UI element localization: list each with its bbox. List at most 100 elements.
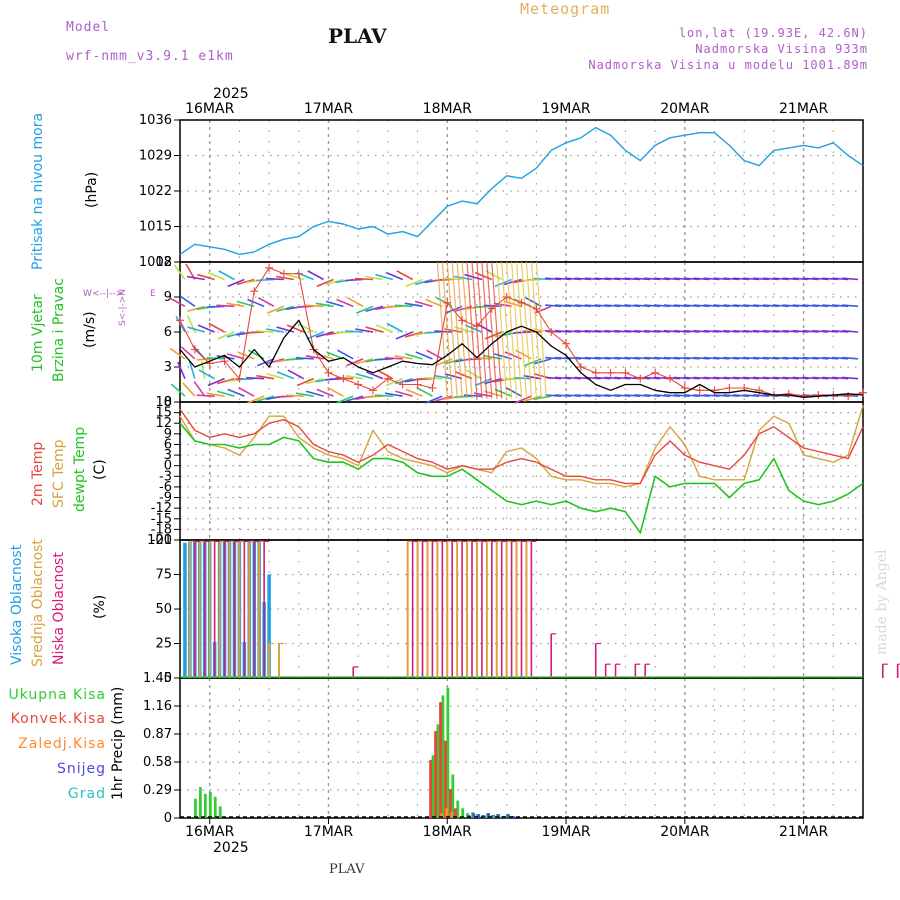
wind-arrow	[434, 395, 453, 402]
wind-arrow	[465, 369, 483, 380]
high-cloud-bar	[267, 574, 271, 678]
wind-arrow	[335, 331, 354, 334]
y-tick-label: -12	[151, 501, 172, 516]
wind-arrow	[238, 386, 255, 397]
wind-arrow	[493, 302, 512, 308]
wind-arrow	[355, 328, 374, 333]
year-bottom: 2025	[213, 840, 249, 856]
wind-arrow	[474, 377, 493, 387]
wind-arrow	[236, 278, 255, 286]
wind-arrow	[385, 377, 404, 387]
y-tick-label: 0.58	[143, 755, 172, 770]
y-tick-label: 1.45	[143, 671, 172, 686]
wind-arrow	[842, 329, 859, 333]
wind-arrow	[491, 261, 503, 399]
wind-arrow	[486, 261, 498, 399]
wind-arrow	[246, 376, 265, 380]
wind-arrow	[187, 326, 205, 333]
wind-arrow	[287, 369, 305, 380]
compass-arrow: <--|-->	[92, 289, 124, 299]
wind-arrow	[425, 395, 443, 404]
wind-arrow	[186, 275, 205, 281]
wind-arrow	[515, 261, 528, 399]
lonlat-info: lon,lat (19.93E, 42.6N)	[678, 26, 868, 40]
wind-arrow	[316, 388, 334, 397]
wind-arrow	[374, 358, 393, 361]
y-tick-label: 12	[155, 416, 172, 431]
y-tick-label: 1022	[139, 184, 172, 199]
gust-marker	[369, 386, 378, 395]
wind-arrow	[345, 330, 364, 333]
date-label-bottom: 17MAR	[304, 824, 353, 840]
y-tick-label: 15	[155, 406, 172, 421]
wind-arrow	[505, 386, 522, 397]
wind-arrow	[356, 305, 374, 314]
wind-arrow	[217, 331, 235, 340]
y-tick-label: 1008	[139, 255, 172, 270]
wind-arrow	[405, 388, 423, 397]
gust-marker	[680, 384, 689, 392]
wind-arrow	[227, 388, 245, 397]
conv-precip-bar	[429, 760, 433, 818]
gust-marker	[265, 263, 274, 272]
wind-arrow	[473, 305, 492, 309]
wind-arrow	[533, 358, 552, 365]
wind-arrow	[295, 357, 314, 360]
model-label: Model	[66, 20, 111, 35]
wind-arrow	[481, 261, 493, 399]
conv-precip-bar	[449, 789, 452, 818]
wind-arrow	[336, 298, 354, 308]
wind-arrow	[266, 358, 285, 365]
wind-arrow	[374, 394, 393, 397]
wind-arrow	[405, 278, 423, 288]
gust-marker	[517, 298, 526, 307]
gust-marker	[502, 293, 511, 301]
legend-frz-rain: Zaledj.Kisa	[18, 736, 106, 752]
y-tick-label: 0	[164, 671, 172, 686]
wind-arrow	[365, 305, 384, 313]
total-precip-bar	[436, 724, 440, 818]
wind-arrow	[216, 355, 235, 360]
wind-arrow	[523, 374, 542, 380]
gust-marker	[176, 316, 184, 325]
y-tick-label: 1.16	[143, 699, 172, 714]
wind-arrow	[446, 261, 458, 399]
wind-arrow	[461, 261, 473, 399]
wind-arrow	[424, 331, 443, 334]
wind-arrow	[416, 386, 433, 397]
wind-arrow	[306, 331, 324, 340]
date-label-top: 20MAR	[660, 101, 709, 117]
gust-marker	[250, 287, 259, 296]
wind-arrow	[455, 371, 473, 380]
gust-marker	[799, 392, 808, 401]
pressure-line	[179, 126, 864, 256]
wind-arrow	[256, 395, 275, 402]
gust-marker	[383, 374, 392, 383]
wind-arrow	[520, 261, 533, 399]
snow-bar	[507, 814, 510, 818]
gust-marker	[725, 384, 734, 392]
wind-arrow	[384, 392, 403, 397]
y-tick-label: 0.29	[143, 783, 172, 798]
wind-arrow	[177, 361, 186, 379]
gust-marker	[279, 269, 288, 278]
high-cloud-bar	[183, 542, 187, 678]
gust-marker	[443, 298, 452, 307]
total-precip-bar	[461, 808, 465, 818]
wind-arrow	[325, 300, 344, 308]
gust-marker	[562, 339, 571, 348]
gust-marker	[695, 386, 704, 395]
wind-arrow	[286, 273, 304, 281]
y-tick-label: -3	[159, 469, 172, 484]
total-precip-bar	[203, 793, 207, 818]
total-precip-bar	[431, 755, 435, 818]
frz-precip-bar	[450, 812, 454, 818]
wind-arrow	[276, 371, 295, 380]
legend-hail: Grad	[67, 786, 106, 802]
wind-arrow	[336, 395, 354, 404]
wind-arrow	[842, 356, 859, 360]
gust-marker	[591, 368, 600, 377]
wind-arrow	[193, 381, 206, 397]
wind-arrow	[346, 358, 364, 367]
date-label-top: 16MAR	[185, 101, 234, 117]
